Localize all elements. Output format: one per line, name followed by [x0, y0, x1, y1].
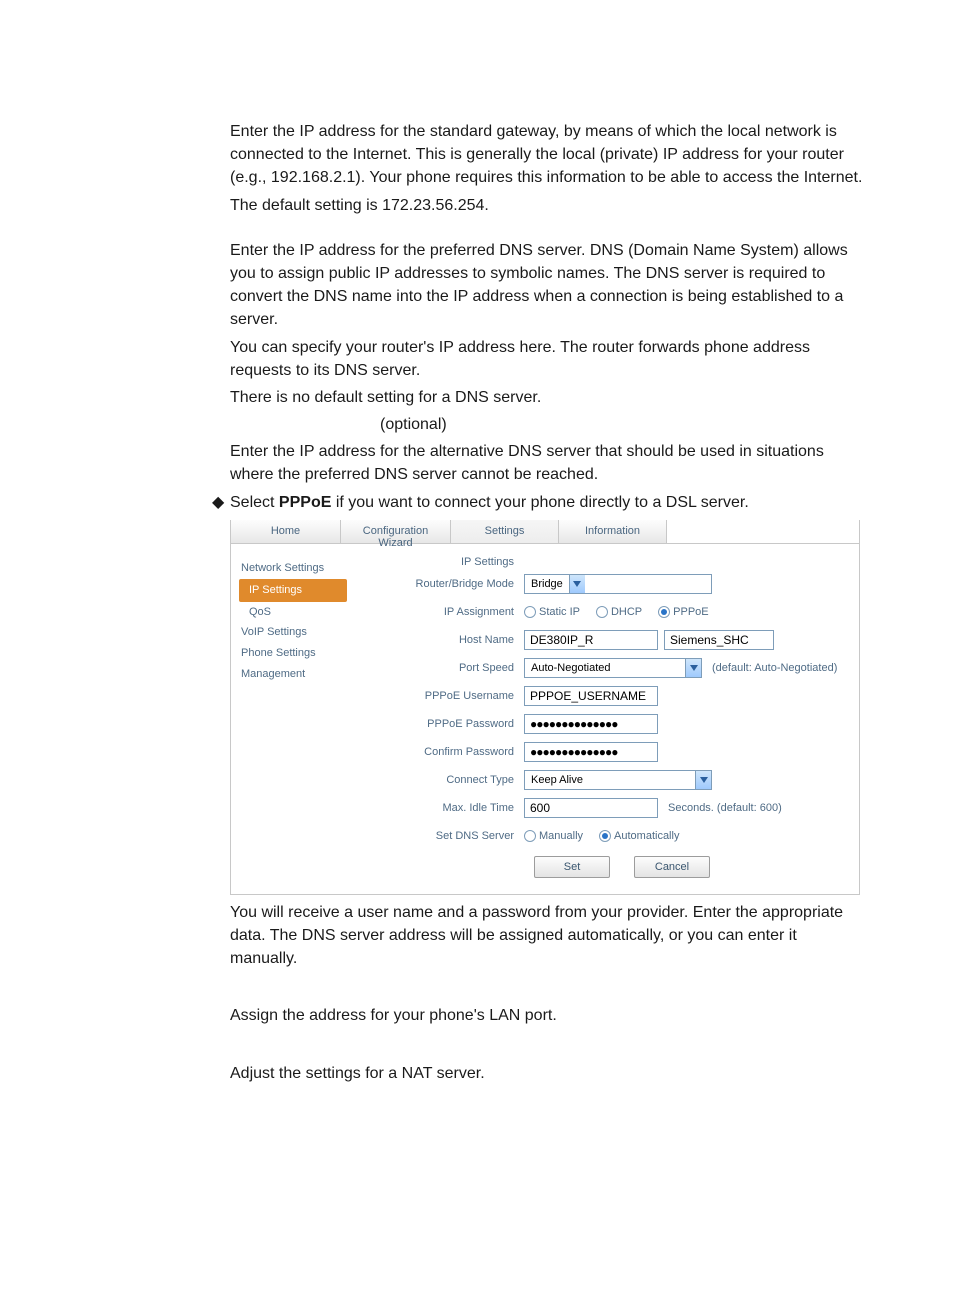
para-nat: Adjust the settings for a NAT server.: [230, 1062, 864, 1085]
diamond-icon: ◆: [212, 491, 230, 514]
label-router-bridge: Router/Bridge Mode: [356, 578, 524, 590]
para-lan-port: Assign the address for your phone's LAN …: [230, 1004, 864, 1027]
radio-dhcp[interactable]: DHCP: [596, 606, 642, 618]
para-gateway-default: The default setting is 172.23.56.254.: [230, 194, 864, 217]
chevron-down-icon: [569, 575, 585, 593]
tab-settings[interactable]: Settings: [451, 520, 559, 544]
tab-information[interactable]: Information: [559, 520, 667, 544]
tab-bar: Home Configuration Wizard Settings Infor…: [231, 520, 859, 544]
radio-static-ip[interactable]: Static IP: [524, 606, 580, 618]
sidebar-item-network[interactable]: Network Settings: [241, 558, 356, 579]
select-router-bridge[interactable]: Bridge: [524, 574, 712, 594]
input-pppoe-password[interactable]: [524, 714, 658, 734]
label-max-idle: Max. Idle Time: [356, 802, 524, 814]
para-dns-nodefault: There is no default setting for a DNS se…: [230, 386, 864, 409]
input-confirm-password[interactable]: [524, 742, 658, 762]
radio-dns-auto[interactable]: Automatically: [599, 830, 679, 842]
tab-home[interactable]: Home: [231, 520, 341, 544]
sidebar: Network Settings IP Settings QoS VoIP Se…: [231, 544, 356, 894]
label-port-speed: Port Speed: [356, 662, 524, 674]
label-pppoe-password: PPPoE Password: [356, 718, 524, 730]
sidebar-item-management[interactable]: Management: [241, 664, 356, 685]
note-port-speed: (default: Auto-Negotiated): [712, 662, 837, 674]
radio-dns-manual[interactable]: Manually: [524, 830, 583, 842]
input-host-name[interactable]: [524, 630, 658, 650]
input-max-idle[interactable]: [524, 798, 658, 818]
bullet-bold: PPPoE: [279, 494, 331, 511]
para-gateway: Enter the IP address for the standard ga…: [230, 120, 864, 190]
sidebar-item-qos[interactable]: QoS: [249, 602, 356, 623]
tab-filler: [667, 520, 859, 544]
note-max-idle: Seconds. (default: 600): [668, 802, 782, 814]
input-pppoe-username[interactable]: [524, 686, 658, 706]
para-dns-router: You can specify your router's IP address…: [230, 336, 864, 382]
label-confirm-password: Confirm Password: [356, 746, 524, 758]
label-pppoe-username: PPPoE Username: [356, 690, 524, 702]
select-connect-type-value: Keep Alive: [525, 771, 695, 789]
tab-config-wizard[interactable]: Configuration Wizard: [341, 520, 451, 544]
para-dns: Enter the IP address for the preferred D…: [230, 239, 864, 332]
label-set-dns: Set DNS Server: [356, 830, 524, 842]
radio-pppoe[interactable]: PPPoE: [658, 606, 708, 618]
select-port-speed[interactable]: Auto-Negotiated: [524, 658, 702, 678]
bullet-pppoe: ◆ Select PPPoE if you want to connect yo…: [230, 491, 864, 514]
sidebar-item-ip-settings[interactable]: IP Settings: [239, 579, 347, 602]
label-connect-type: Connect Type: [356, 774, 524, 786]
chevron-down-icon: [695, 771, 711, 789]
settings-screenshot: Home Configuration Wizard Settings Infor…: [230, 520, 860, 895]
select-port-speed-value: Auto-Negotiated: [525, 659, 685, 677]
label-host-name: Host Name: [356, 634, 524, 646]
para-after-pppoe: You will receive a user name and a passw…: [230, 901, 864, 971]
select-connect-type[interactable]: Keep Alive: [524, 770, 712, 790]
form-area: IP Settings Router/Bridge Mode Bridge IP…: [356, 544, 859, 894]
input-host-suffix[interactable]: [664, 630, 774, 650]
form-section-title: IP Settings: [356, 556, 524, 568]
select-router-bridge-value: Bridge: [525, 575, 569, 593]
para-altdns: Enter the IP address for the alternative…: [230, 440, 864, 486]
label-ip-assignment: IP Assignment: [356, 606, 524, 618]
sidebar-item-phone[interactable]: Phone Settings: [241, 643, 356, 664]
sidebar-item-voip[interactable]: VoIP Settings: [241, 622, 356, 643]
chevron-down-icon: [685, 659, 701, 677]
para-optional: (optional): [230, 413, 864, 436]
set-button[interactable]: Set: [534, 856, 610, 878]
cancel-button[interactable]: Cancel: [634, 856, 710, 878]
bullet-rest: if you want to connect your phone direct…: [331, 494, 748, 511]
bullet-prefix: Select: [230, 494, 279, 511]
